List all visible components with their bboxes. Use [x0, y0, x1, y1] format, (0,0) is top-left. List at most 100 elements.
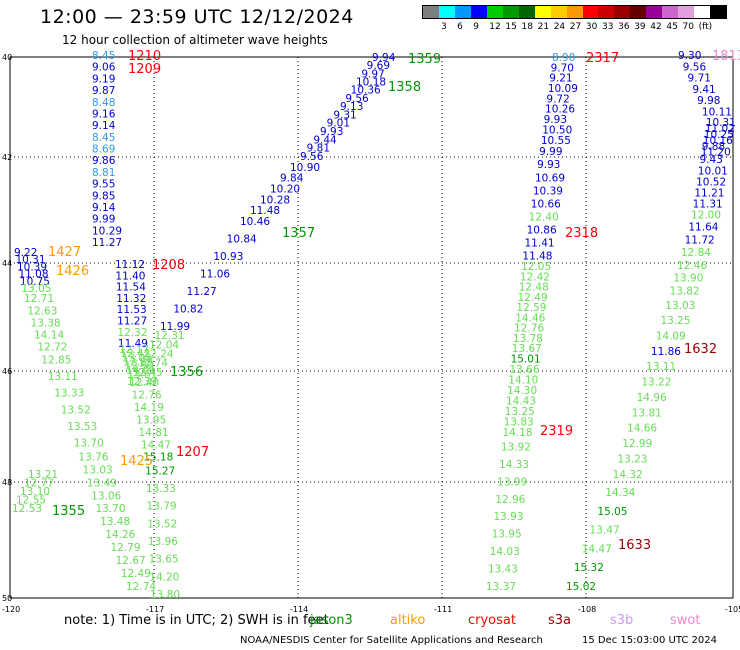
lon-label: -105	[725, 605, 740, 614]
pass-label-1359: 1359	[408, 52, 441, 67]
wave-height-value: 9.85	[92, 190, 115, 202]
wave-height-value: 13.03	[122, 352, 152, 364]
wave-height-value: 13.92	[501, 441, 531, 453]
colorbar-label: 21	[537, 22, 550, 32]
wave-height-value: 13.79	[147, 501, 177, 513]
wave-height-value: 11.12	[115, 259, 145, 271]
pass-label-1425: 1425	[120, 454, 153, 469]
wave-height-value: 12.17	[119, 344, 149, 356]
wave-height-value: 11.40	[115, 270, 145, 282]
wave-height-value: 14.47	[141, 439, 171, 451]
wave-height-value: 14.34	[605, 487, 635, 499]
colorbar-swatch	[614, 6, 631, 18]
wave-height-value: 12.55	[16, 495, 46, 507]
pass-label-1633: 1633	[618, 538, 651, 553]
wave-height-value: 12.52	[125, 361, 155, 373]
wave-height-value: 9.56	[345, 93, 369, 105]
wave-height-value: 12.72	[37, 341, 67, 353]
wave-height-value: 12.42	[520, 271, 550, 283]
wave-height-value: 13.43	[488, 564, 518, 576]
colorbar-swatch	[582, 6, 599, 18]
wave-height-value: 12.48	[519, 282, 549, 294]
wave-height-value: 10.66	[531, 198, 561, 210]
colorbar-label: 33	[602, 22, 614, 32]
colorbar-label: 12	[489, 22, 501, 32]
wave-height-value: 9.93	[544, 114, 567, 126]
lat-label: 42	[2, 153, 12, 162]
wave-height-value: 9.56	[300, 151, 324, 163]
colorbar-swatch	[710, 6, 727, 18]
wave-height-value: 14.33	[499, 459, 529, 471]
colorbar-swatch	[550, 6, 567, 18]
wave-height-value: 11.49	[118, 338, 148, 350]
wave-height-value: 11.31	[693, 199, 723, 211]
colorbar-swatch	[502, 6, 519, 18]
wave-height-value: 13.05	[21, 283, 51, 295]
wave-height-value: 12.74	[138, 358, 168, 370]
wave-height-value: 10.82	[173, 304, 203, 316]
wave-height-value: 9.94	[372, 52, 396, 64]
wave-height-value: 12.00	[691, 210, 721, 222]
pass-label-1632: 1632	[684, 342, 717, 357]
wave-height-value: 12.71	[24, 293, 54, 305]
wave-height-value: 13.33	[54, 388, 84, 400]
page-title: 12:00 — 23:59 UTC 12/12/2024	[40, 6, 354, 28]
wave-height-value: 12.40	[129, 377, 159, 389]
wave-height-value: 13.06	[91, 490, 121, 502]
wave-height-value: 10.09	[548, 83, 578, 95]
wave-height-value: 13.78	[513, 333, 543, 345]
wave-height-value: 11.41	[525, 237, 555, 249]
wave-height-value: 9.69	[367, 60, 390, 72]
wave-height-value: 9.19	[92, 73, 115, 85]
colorbar-label: 45	[666, 22, 678, 32]
wave-height-value: 12.39	[127, 376, 157, 388]
wave-height-value: 10.86	[527, 224, 557, 236]
pass-label-1358: 1358	[388, 80, 421, 95]
legend-altiko: altiko	[390, 613, 426, 628]
colorbar-label: 9	[473, 22, 479, 32]
wave-height-value: 9.01	[327, 118, 350, 130]
wave-height-value: 12.49	[518, 292, 548, 304]
wave-height-value: 9.87	[92, 85, 115, 97]
wave-height-value: 9.13	[340, 101, 363, 113]
wave-height-value: 12.77	[24, 478, 54, 490]
pass-label-1357: 1357	[282, 226, 315, 241]
wave-height-value: 12.79	[110, 542, 140, 554]
colorbar-label: 3	[441, 22, 447, 32]
wave-height-value: 11.48	[250, 205, 280, 217]
wave-height-value: 13.61	[127, 369, 157, 381]
wave-height-value: 13.95	[492, 529, 522, 541]
wave-height-value: 14.47	[582, 543, 612, 555]
colorbar-swatch	[662, 6, 679, 18]
wave-height-value: 13.33	[146, 483, 176, 495]
wave-height-value: 9.22	[14, 247, 37, 259]
wave-height-value: 10.26	[545, 104, 575, 116]
page-subtitle: 12 hour collection of altimeter wave hei…	[62, 33, 328, 47]
colorbar-swatch	[438, 6, 455, 18]
wave-height-value: 11.99	[160, 321, 190, 333]
lat-label: 48	[2, 478, 12, 487]
pass-label-2317: 2317	[586, 51, 619, 66]
wave-height-value: 12.85	[41, 354, 71, 366]
wave-height-value: 11.21	[694, 187, 724, 199]
wave-height-value: 11.72	[685, 234, 715, 246]
lat-label: 50	[2, 594, 12, 603]
wave-height-value: 11.06	[200, 269, 230, 281]
wave-height-value: 10.25	[704, 129, 734, 141]
colorbar-swatch	[486, 6, 503, 18]
colorbar-swatch	[454, 6, 471, 18]
wave-height-value: 14.32	[613, 469, 643, 481]
wave-height-value: 9.99	[92, 214, 115, 226]
pass-label-1356: 1356	[170, 365, 203, 380]
lon-label: -114	[290, 605, 308, 614]
wave-height-value: 10.29	[92, 225, 122, 237]
colorbar-label: 18	[521, 22, 533, 32]
colorbar-label: 70	[682, 22, 694, 32]
wave-height-value: 12.76	[514, 323, 544, 335]
colorbar-swatch	[534, 6, 551, 18]
credit-timestamp: 15 Dec 15:03:00 UTC 2024	[582, 635, 717, 646]
wave-height-value: 10.75	[20, 276, 50, 288]
wave-height-value: 10.69	[535, 172, 565, 184]
colorbar-swatch	[678, 6, 695, 18]
